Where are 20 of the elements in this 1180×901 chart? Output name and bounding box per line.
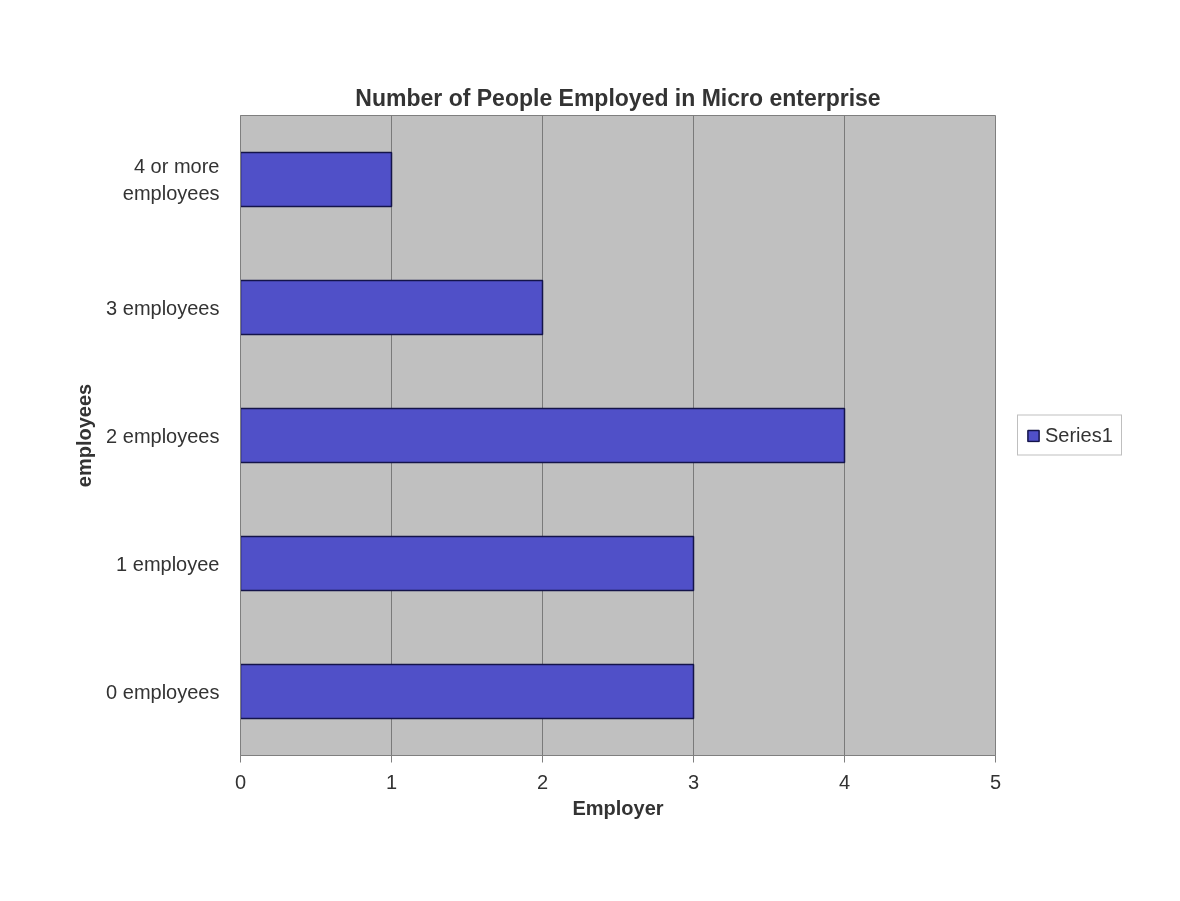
x-axis-title: Employer [572, 796, 664, 819]
chart-title: Number of People Employed in Micro enterprise [355, 84, 881, 111]
legend-label: Series1 [1045, 423, 1113, 447]
y-tick-label: 0 employees [106, 680, 220, 703]
bar [240, 535, 695, 592]
x-tick-label: 3 [687, 770, 700, 793]
y-tick-label: 3 employees [106, 296, 220, 319]
bar [240, 663, 695, 720]
x-tick-label: 2 [536, 770, 549, 793]
y-tick-label: 2 employees [106, 424, 220, 447]
bar [240, 279, 544, 336]
bar [240, 407, 846, 464]
x-tick-label: 5 [989, 770, 1002, 793]
x-tick-label: 0 [234, 770, 247, 793]
y-axis-title: employees [73, 383, 96, 488]
x-tick-label: 1 [385, 770, 398, 793]
bar [240, 151, 393, 208]
y-tick-label: 1 employee [116, 552, 220, 575]
x-tick-label: 4 [838, 770, 851, 793]
y-tick-label: 4 or more employees [122, 155, 220, 204]
